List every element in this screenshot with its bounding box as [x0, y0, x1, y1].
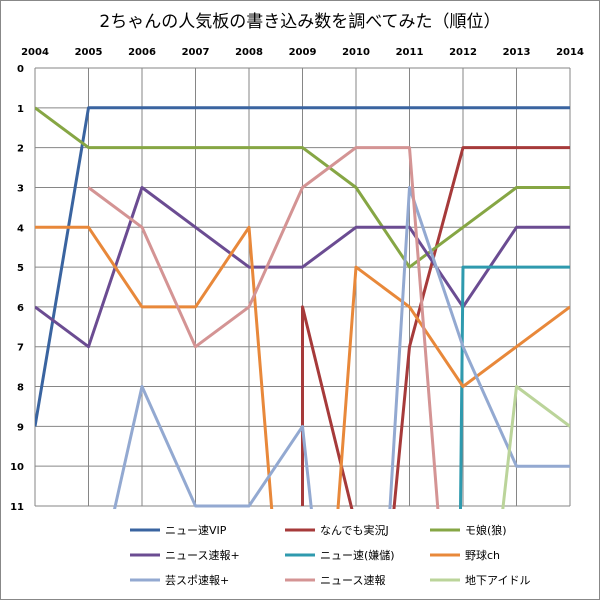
legend-label: ニュー速VIP — [165, 524, 227, 537]
x-tick-label: 2010 — [342, 47, 370, 58]
legend-label: モ娘(狼) — [465, 523, 507, 537]
x-tick-label: 2006 — [128, 47, 156, 58]
y-tick-label: 1 — [17, 104, 24, 115]
legend-label: 野球ch — [465, 548, 500, 562]
series-line-1 — [35, 106, 570, 427]
series-line-9 — [501, 385, 570, 509]
y-tick-label: 5 — [17, 263, 24, 274]
y-tick-label: 10 — [10, 462, 24, 473]
x-tick-label: 2009 — [289, 47, 317, 58]
legend-label: 芸スポ速報+ — [165, 574, 229, 587]
chart-title: 2ちゃんの人気板の書き込み数を調べてみた（順位） — [99, 12, 500, 32]
legend-label: ニュース速報+ — [165, 549, 240, 562]
y-tick-label: 8 — [17, 383, 24, 394]
y-tick-label: 3 — [17, 183, 24, 194]
series-line-8 — [87, 146, 440, 509]
x-tick-label: 2004 — [21, 47, 49, 58]
legend-label: なんでも実況J — [320, 523, 389, 537]
x-tick-label: 2011 — [396, 47, 424, 58]
series-line-7 — [113, 186, 570, 509]
x-tick-label: 2013 — [503, 47, 531, 58]
x-tick-label: 2007 — [182, 47, 210, 58]
series-line-6 — [35, 225, 570, 509]
y-tick-label: 11 — [10, 502, 24, 513]
series-line-3 — [35, 106, 570, 269]
y-tick-label: 6 — [17, 303, 24, 314]
legend-label: 地下アイドル — [465, 574, 530, 587]
x-tick-label: 2005 — [75, 47, 103, 58]
x-tick-label: 2014 — [556, 47, 584, 58]
series-line-2 — [301, 146, 570, 509]
y-tick-label: 9 — [17, 422, 24, 433]
legend-label: ニュー速(嫌儲) — [320, 548, 395, 562]
series-line-5 — [459, 265, 570, 509]
series-line-4 — [35, 186, 570, 349]
y-tick-label: 4 — [17, 223, 24, 234]
y-tick-label: 2 — [17, 144, 24, 155]
legend-label: ニュース速報 — [320, 574, 385, 587]
y-tick-label: 0 — [17, 64, 24, 75]
x-tick-label: 2012 — [449, 47, 477, 58]
x-tick-label: 2008 — [235, 47, 263, 58]
y-tick-label: 7 — [17, 343, 24, 354]
